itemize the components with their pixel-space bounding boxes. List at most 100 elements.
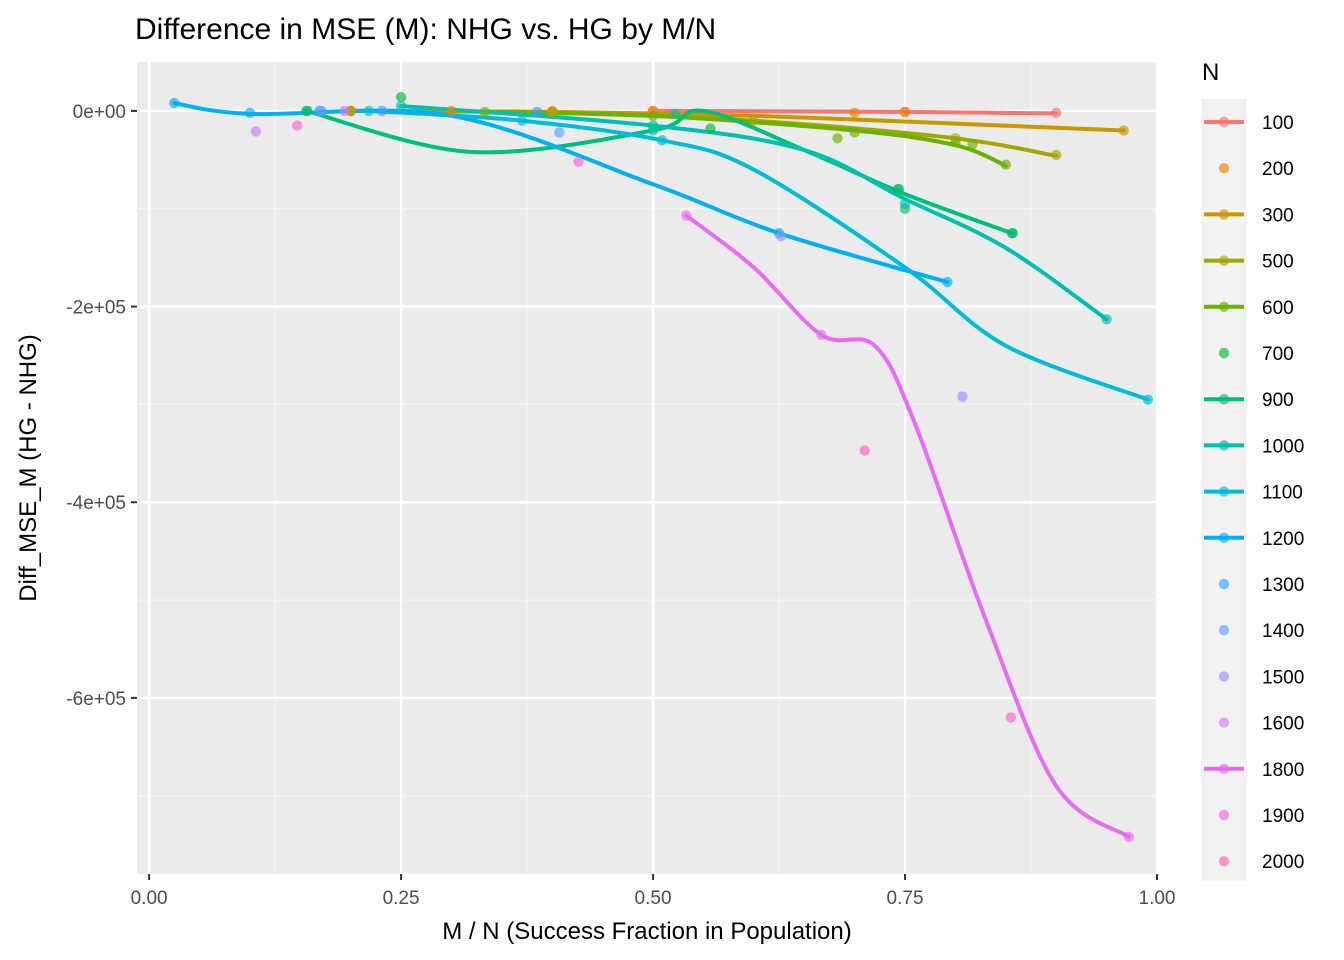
series-200-point xyxy=(446,105,457,117)
y-tick-label: 0e+00 xyxy=(73,102,126,123)
series-1000-point xyxy=(395,100,407,112)
legend-label-1200: 1200 xyxy=(1262,529,1304,550)
series-1300-point xyxy=(376,105,388,117)
minor-gridlines xyxy=(137,62,1157,874)
series-1800-point xyxy=(681,210,692,221)
legend-key-200-point xyxy=(1218,163,1230,174)
series-1000-point xyxy=(899,198,911,210)
series-500-point xyxy=(748,115,760,126)
series-300-point xyxy=(1118,125,1129,136)
x-axis-title: M / N (Success Fraction in Population) xyxy=(442,918,852,945)
legend: 100 200 300 500 600 700 900 1000 1100 1200 1300 140… xyxy=(1204,113,1304,873)
series-2000-point xyxy=(859,445,870,456)
y-tick-label: -4e+05 xyxy=(66,493,126,514)
series-1100-point xyxy=(1142,394,1154,405)
data-points xyxy=(169,92,1154,843)
legend-key-1400-point xyxy=(1218,625,1230,636)
legend-key-300-point xyxy=(1218,209,1230,220)
series-700-point xyxy=(395,92,407,103)
legend-key-2000-point xyxy=(1218,856,1230,867)
legend-label-1000: 1000 xyxy=(1262,436,1304,457)
series-1900-point xyxy=(292,120,303,131)
legend-label-700: 700 xyxy=(1262,344,1294,365)
series-1100-point xyxy=(363,105,375,117)
legend-key-100-point xyxy=(1218,116,1230,128)
series-600-point xyxy=(832,133,843,144)
series-1800-point xyxy=(816,329,827,341)
legend-label-200: 200 xyxy=(1262,159,1294,180)
legend-key-1600-point xyxy=(1218,717,1230,728)
series-1800-curve xyxy=(684,213,1131,839)
legend-label-1800: 1800 xyxy=(1262,760,1304,781)
series-1200-point xyxy=(942,276,953,288)
legend-label-1400: 1400 xyxy=(1262,621,1304,642)
x-axis: 0.00 0.25 0.50 0.75 1.00 xyxy=(131,874,1176,909)
legend-key-900-point xyxy=(1218,394,1230,405)
x-tick-label: 0.50 xyxy=(635,888,672,909)
x-tick-label: 1.00 xyxy=(1139,888,1176,909)
legend-label-1300: 1300 xyxy=(1262,575,1304,596)
series-1000-curve xyxy=(399,104,1109,322)
legend-label-100: 100 xyxy=(1262,113,1294,134)
legend-label-300: 300 xyxy=(1262,205,1294,226)
series-500-point xyxy=(1051,149,1062,161)
series-1000-point xyxy=(647,125,659,136)
legend-key-500-point xyxy=(1218,255,1230,266)
series-1300-point xyxy=(531,106,543,118)
legend-label-500: 500 xyxy=(1262,252,1294,273)
series-100-point xyxy=(1051,107,1062,119)
series-1600-point xyxy=(250,126,262,137)
series-700-point xyxy=(705,123,716,134)
legend-title: N xyxy=(1202,59,1219,86)
legend-key-600-point xyxy=(1218,301,1230,312)
series-1100-point xyxy=(656,135,668,146)
chart-title: Difference in MSE (M): NHG vs. HG by M/N xyxy=(135,13,716,46)
series-900-point xyxy=(1006,228,1018,239)
series-600-point xyxy=(967,138,978,150)
legend-label-600: 600 xyxy=(1262,298,1294,319)
series-900-curve xyxy=(304,108,1014,236)
legend-label-900: 900 xyxy=(1262,390,1294,411)
series-900-point xyxy=(893,183,905,195)
plot-panel xyxy=(137,62,1157,874)
legend-key-700-point xyxy=(1218,347,1230,359)
legend-key-1300-point xyxy=(1218,578,1230,590)
y-tick-label: -6e+05 xyxy=(66,689,126,710)
series-1100-point xyxy=(516,115,528,126)
legend-label-1900: 1900 xyxy=(1262,806,1304,827)
major-gridlines xyxy=(137,62,1159,874)
legend-key-1100-point xyxy=(1218,486,1230,497)
series-600-point xyxy=(647,110,659,122)
series-200-point xyxy=(899,106,911,118)
legend-label-1600: 1600 xyxy=(1262,714,1304,735)
x-tick-label: 0.75 xyxy=(887,888,924,909)
legend-label-1500: 1500 xyxy=(1262,667,1304,688)
series-1000-point xyxy=(1101,314,1112,325)
series-1600-point xyxy=(339,105,350,117)
legend-label-1100: 1100 xyxy=(1262,483,1303,504)
legend-key-1200-point xyxy=(1218,532,1230,543)
series-1400-point xyxy=(554,127,565,138)
series-200-point xyxy=(849,107,860,119)
series-900-point xyxy=(301,105,312,117)
series-1000-point xyxy=(670,108,681,120)
series-600-point xyxy=(950,137,961,148)
legend-label-2000: 2000 xyxy=(1262,852,1304,873)
series-2000-point xyxy=(1005,712,1017,723)
legend-key-1800-point xyxy=(1218,763,1230,774)
series-1200-point xyxy=(169,97,180,109)
legend-key-1000-point xyxy=(1218,440,1230,451)
series-600-point xyxy=(479,106,490,118)
series-1800-point xyxy=(1123,831,1134,843)
series-600-point xyxy=(849,127,860,138)
legend-key-1900-point xyxy=(1218,809,1230,821)
y-axis-title: Diff_MSE_M (HG - NHG) xyxy=(15,334,42,602)
y-axis: 0e+00 -2e+05 -4e+05 -6e+05 xyxy=(66,102,137,710)
y-tick-label: -2e+05 xyxy=(66,298,126,319)
series-1500-point xyxy=(775,230,787,242)
x-tick-label: 0.00 xyxy=(131,888,168,909)
series-1500-point xyxy=(957,391,968,402)
series-1200-point xyxy=(244,107,256,119)
legend-key-1500-point xyxy=(1218,671,1230,682)
